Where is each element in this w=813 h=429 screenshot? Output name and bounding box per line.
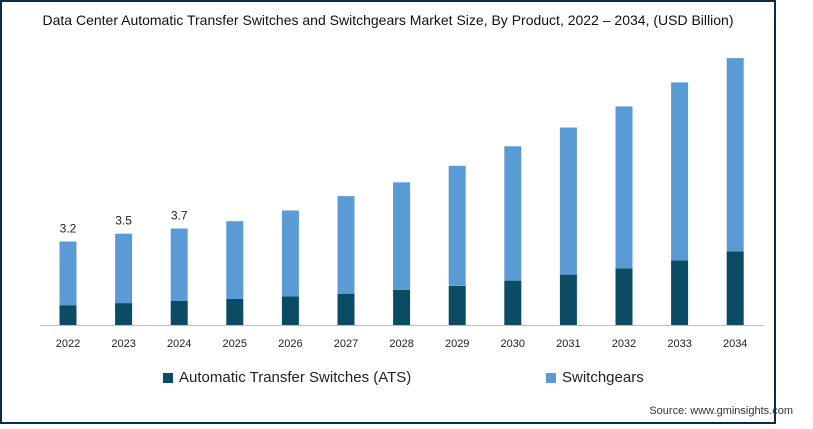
legend-item-ats: Automatic Transfer Switches (ATS) (163, 369, 411, 386)
x-tick-2030: 2030 (501, 338, 525, 350)
x-tick-2029: 2029 (445, 338, 469, 350)
chart-legend: Automatic Transfer Switches (ATS) Switch… (0, 369, 776, 389)
bar-switchgears-2028 (393, 182, 411, 290)
bar-switchgears-2032 (615, 106, 633, 269)
x-tick-2031: 2031 (556, 338, 580, 350)
chart-plot: 3.2 2022 3.5 2023 3.7 2024 2025 2026 2027 2028 202… (40, 58, 764, 350)
x-tick-2023: 2023 (111, 338, 135, 350)
bar-ats-2031 (559, 274, 577, 325)
bar-ats-2024 (170, 301, 188, 325)
x-tick-2032: 2032 (612, 338, 636, 350)
data-label-2023: 3.5 (115, 214, 132, 228)
chart-frame (0, 0, 776, 424)
bar-ats-2023 (115, 303, 133, 325)
bar-ats-2022 (59, 305, 77, 325)
x-tick-2034: 2034 (723, 338, 747, 350)
bar-switchgears-2034 (726, 58, 744, 252)
bar-switchgears-2029 (448, 165, 466, 286)
bar-ats-2026 (281, 296, 299, 325)
bar-ats-2025 (226, 298, 244, 325)
bar-switchgears-2025 (226, 221, 244, 299)
legend-label-ats: Automatic Transfer Switches (ATS) (179, 369, 412, 386)
chart-title: Data Center Automatic Transfer Switches … (42, 12, 734, 28)
x-tick-2026: 2026 (278, 338, 302, 350)
legend-swatch-ats (163, 372, 173, 383)
x-tick-2027: 2027 (334, 338, 358, 350)
bar-switchgears-2026 (281, 210, 299, 297)
bar-switchgears-2030 (504, 146, 522, 281)
data-label-2022: 3.2 (60, 222, 77, 236)
x-tick-2024: 2024 (167, 338, 191, 350)
legend-item-switchgears: Switchgears (546, 369, 644, 386)
source-note: Source: www.gminsights.com (649, 405, 793, 417)
legend-swatch-switchgears (546, 372, 556, 383)
x-tick-2028: 2028 (389, 338, 413, 350)
bar-ats-2032 (615, 268, 633, 325)
bar-switchgears-2033 (671, 82, 689, 261)
legend-label-switchgears: Switchgears (562, 369, 644, 386)
bar-switchgears-2027 (337, 196, 355, 294)
bar-ats-2034 (726, 251, 744, 325)
bar-switchgears-2031 (559, 127, 577, 275)
bar-ats-2028 (393, 289, 411, 325)
bar-switchgears-2022 (59, 241, 77, 306)
bar-switchgears-2023 (115, 233, 133, 304)
bar-switchgears-2024 (170, 228, 188, 301)
x-tick-2022: 2022 (56, 338, 80, 350)
data-label-2024: 3.7 (171, 209, 188, 223)
x-tick-2033: 2033 (667, 338, 691, 350)
bar-ats-2030 (504, 280, 522, 325)
bar-ats-2029 (448, 285, 466, 325)
bar-ats-2033 (671, 260, 689, 325)
x-tick-2025: 2025 (223, 338, 247, 350)
bar-ats-2027 (337, 293, 355, 325)
